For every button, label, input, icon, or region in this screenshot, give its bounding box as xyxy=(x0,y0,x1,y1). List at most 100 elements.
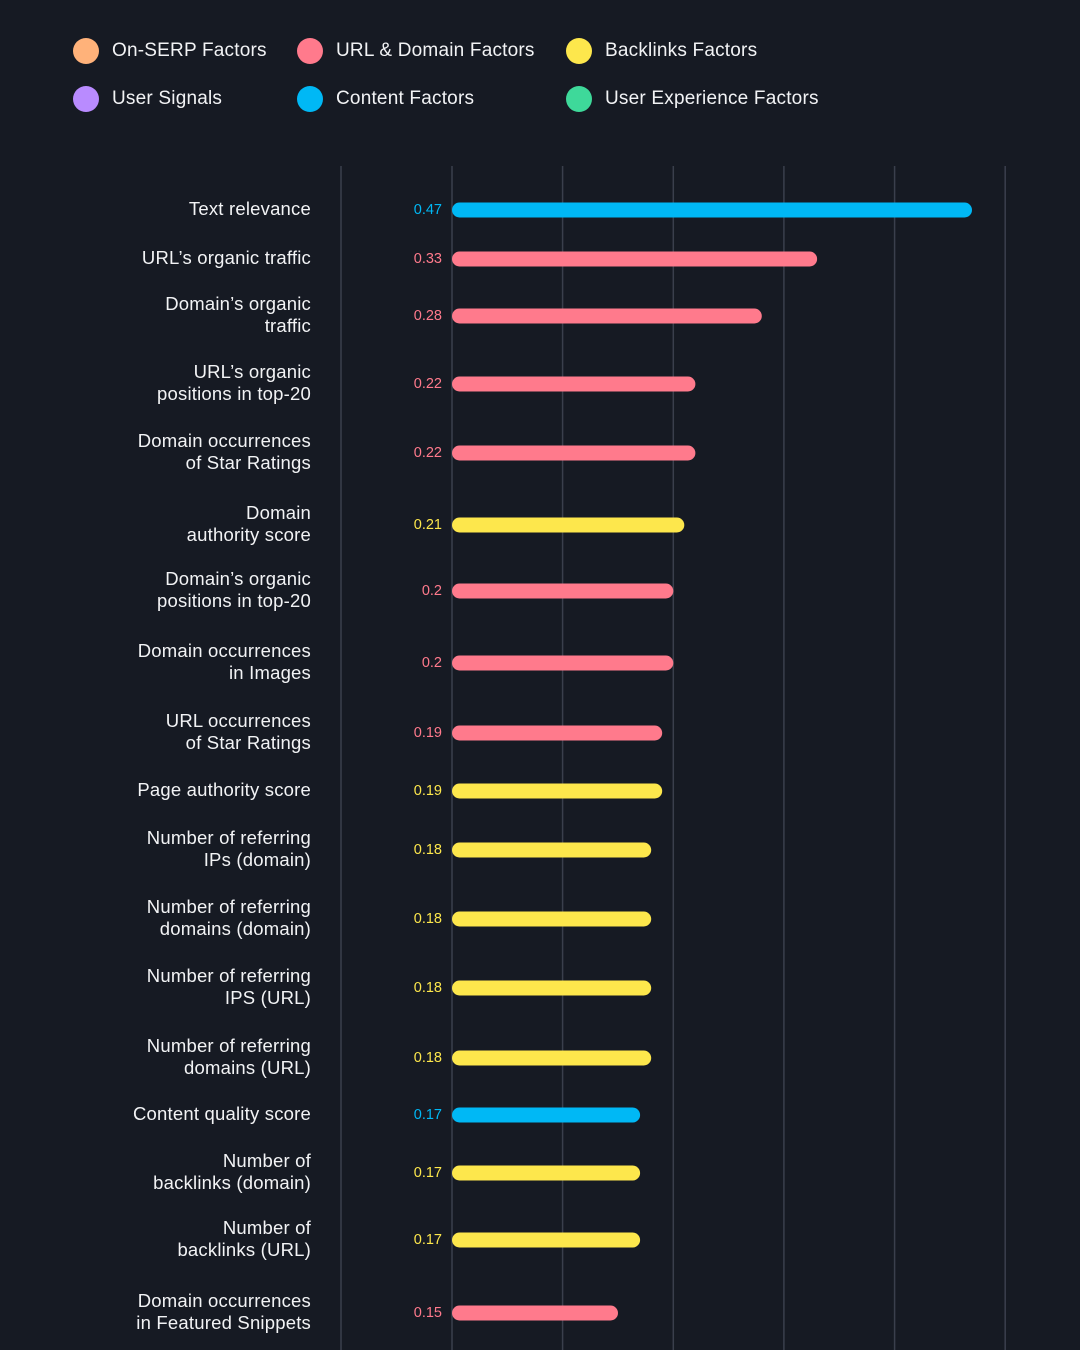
bar xyxy=(452,783,663,799)
bar xyxy=(452,655,674,671)
value-label: 0.33 xyxy=(414,251,442,267)
bar xyxy=(452,725,663,741)
category-label: Number of referring IPS (URL) xyxy=(147,965,311,1008)
legend-label: User Experience Factors xyxy=(605,88,819,109)
value-label: 0.17 xyxy=(414,1107,442,1123)
category-label-line: Domain occurrences xyxy=(138,640,311,661)
bar xyxy=(452,583,674,599)
value-label: 0.22 xyxy=(414,376,442,392)
bar xyxy=(452,376,696,392)
bar xyxy=(452,911,652,927)
category-label: Number of referring domains (domain) xyxy=(147,896,311,939)
category-label-line: Number of referring xyxy=(147,1035,311,1056)
bar xyxy=(452,251,818,267)
category-label: Domain occurrences in Featured Snippets xyxy=(136,1290,311,1333)
category-label-line: Number of referring xyxy=(147,896,311,917)
category-label-line: Content quality score xyxy=(133,1103,311,1124)
value-label: 0.18 xyxy=(414,842,442,858)
category-label: URL’s organic traffic xyxy=(142,247,311,268)
category-label-line: Text relevance xyxy=(189,198,311,219)
category-label: Domain occurrences in Images xyxy=(138,640,311,683)
value-label: 0.47 xyxy=(414,202,442,218)
value-label: 0.18 xyxy=(414,911,442,927)
category-label: Number of backlinks (URL) xyxy=(177,1217,311,1260)
legend-item: User Signals xyxy=(73,84,222,114)
legend-label: URL & Domain Factors xyxy=(336,40,535,61)
category-label-line: URL occurrences xyxy=(166,710,311,731)
legend-swatch xyxy=(73,38,99,64)
grid-lines xyxy=(340,166,1006,1350)
value-label: 0.28 xyxy=(414,308,442,324)
bar xyxy=(452,517,685,533)
bars xyxy=(452,202,972,1321)
legend-swatch xyxy=(297,86,323,112)
category-label-line: IPS (URL) xyxy=(225,987,311,1008)
value-label: 0.19 xyxy=(414,725,442,741)
category-label-line: backlinks (URL) xyxy=(177,1239,311,1260)
bar xyxy=(452,1165,641,1181)
category-label: Number of referring domains (URL) xyxy=(147,1035,311,1078)
value-label: 0.21 xyxy=(414,517,442,533)
legend-item: Backlinks Factors xyxy=(566,36,757,66)
legend-label: On-SERP Factors xyxy=(112,40,267,61)
category-label: Domain authority score xyxy=(187,502,311,545)
category-label: Page authority score xyxy=(137,779,311,800)
value-label: 0.15 xyxy=(414,1305,442,1321)
legend-item: User Experience Factors xyxy=(566,84,819,114)
legend-swatch xyxy=(73,86,99,112)
bar xyxy=(452,1050,652,1066)
value-labels: 0.47 0.33 0.28 0.22 0.22 0.21 0.2 0.2 0.19 0.19 0.… xyxy=(414,202,442,1321)
legend-item: URL & Domain Factors xyxy=(297,36,535,66)
bar xyxy=(452,1107,641,1123)
category-label-line: Number of referring xyxy=(147,965,311,986)
category-label-line: URL’s organic xyxy=(194,361,311,382)
category-label-line: domains (URL) xyxy=(184,1057,311,1078)
bar xyxy=(452,1232,641,1248)
value-label: 0.22 xyxy=(414,445,442,461)
legend-swatch xyxy=(566,86,592,112)
legend-swatch xyxy=(297,38,323,64)
legend-item: Content Factors xyxy=(297,84,474,114)
category-label: Number of referring IPs (domain) xyxy=(147,827,311,870)
category-label-line: in Images xyxy=(229,662,311,683)
bar xyxy=(452,980,652,996)
category-label-line: Domain’s organic xyxy=(165,568,311,589)
category-label: Text relevance xyxy=(189,198,311,219)
legend-label: Content Factors xyxy=(336,88,475,109)
value-label: 0.19 xyxy=(414,783,442,799)
category-label: Domain occurrences of Star Ratings xyxy=(138,430,311,473)
category-label-line: Number of xyxy=(223,1217,312,1238)
category-label-line: Domain’s organic xyxy=(165,293,311,314)
category-label-line: traffic xyxy=(265,315,311,336)
category-label-line: positions in top-20 xyxy=(157,383,311,404)
legend-item: On-SERP Factors xyxy=(73,36,267,66)
value-label: 0.17 xyxy=(414,1165,442,1181)
bar xyxy=(452,445,696,461)
category-label-line: in Featured Snippets xyxy=(136,1312,311,1333)
category-label-line: Number of xyxy=(223,1150,312,1171)
value-label: 0.17 xyxy=(414,1232,442,1248)
category-label: Domain’s organic traffic xyxy=(165,293,311,336)
category-label: URL occurrences of Star Ratings xyxy=(166,710,311,753)
category-label: Domain’s organic positions in top-20 xyxy=(157,568,311,611)
legend: On-SERP Factors URL & Domain Factors Backl… xyxy=(0,0,1080,140)
value-label: 0.18 xyxy=(414,1050,442,1066)
category-label-line: authority score xyxy=(187,524,311,545)
category-label: Content quality score xyxy=(133,1103,311,1124)
category-label: Number of backlinks (domain) xyxy=(153,1150,311,1193)
category-label-line: backlinks (domain) xyxy=(153,1172,311,1193)
legend-swatch xyxy=(566,38,592,64)
legend-label: User Signals xyxy=(112,88,223,109)
legend-label: Backlinks Factors xyxy=(605,40,758,61)
category-label-line: URL’s organic traffic xyxy=(142,247,311,268)
category-label-line: domains (domain) xyxy=(160,918,311,939)
category-label-line: positions in top-20 xyxy=(157,590,311,611)
category-label-line: of Star Ratings xyxy=(186,732,311,753)
category-label-line: IPs (domain) xyxy=(204,849,311,870)
value-label: 0.2 xyxy=(422,655,442,671)
category-label-line: Domain occurrences xyxy=(138,1290,311,1311)
category-label: URL’s organic positions in top-20 xyxy=(157,361,311,404)
category-label-line: Domain occurrences xyxy=(138,430,311,451)
